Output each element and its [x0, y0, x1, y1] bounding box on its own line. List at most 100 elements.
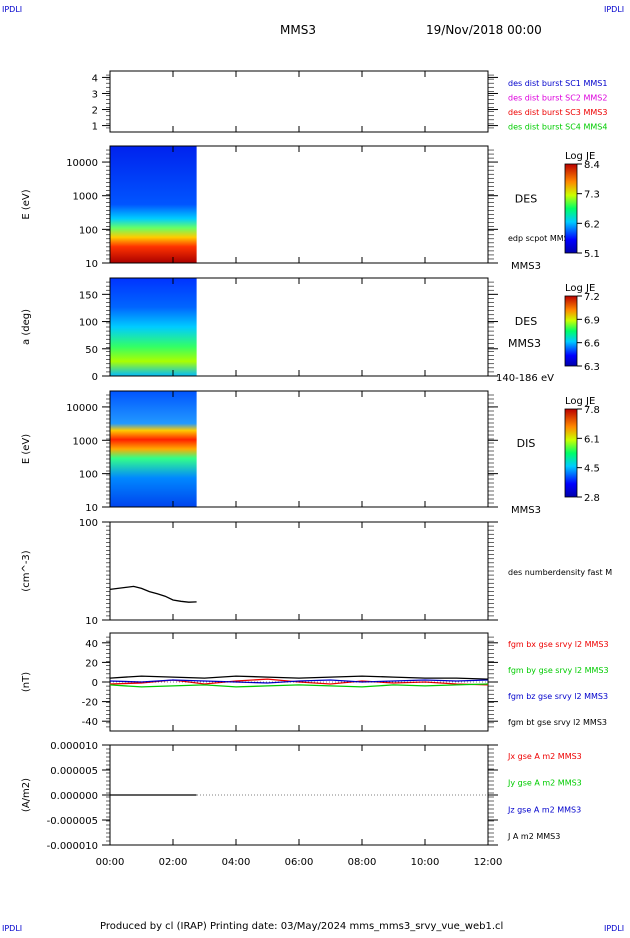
panel-des-energy: 10 100 1000 10000 E (eV) DES edp scpot MMS3 MMS… [21, 145, 600, 272]
corner-label-br: IPDLI [604, 924, 624, 933]
time-tick-label: 04:00 [222, 857, 251, 868]
legend-entry: des numberdensity fast M [508, 568, 612, 577]
legend-entry: J A m2 MMS3 [507, 832, 560, 841]
colorbar-swatch [564, 163, 578, 254]
y-tick-label: 3 [92, 89, 98, 100]
y-tick-label: 20 [85, 658, 98, 669]
plot-datetime: 19/Nov/2018 00:00 [426, 23, 542, 37]
colorbar-tick-label: 4.5 [584, 464, 600, 475]
colorbar-des-energy: Log JE8.4 7.3 6.2 5.1 [564, 151, 600, 260]
minor-ticks [106, 525, 494, 617]
legend-entry: des dist burst SC3 MMS3 [508, 108, 607, 117]
legend-entry: Jy gse A m2 MMS3 [507, 779, 582, 788]
time-tick-label: 00:00 [96, 857, 125, 868]
colorbar-tick-label: 6.2 [584, 219, 600, 230]
heatmap-des-energy [110, 146, 197, 263]
y-tick-label: 10000 [66, 403, 98, 414]
panel-footlabel: MMS3 [511, 261, 541, 272]
y-tick-label: -0.000010 [47, 841, 98, 852]
minor-ticks [106, 748, 494, 842]
panel-dis-energy: 10 100 1000 10000 E (eV) DIS MMS3 Log JE7.8 6.1 4… [21, 390, 600, 516]
colorbar-tick-label: 8.4 [584, 160, 600, 171]
minor-ticks [106, 149, 494, 260]
series-line-bfield [109, 683, 489, 688]
colorbar-tick-label: 6.9 [584, 315, 600, 326]
y-tick-label: 150 [79, 290, 98, 301]
instrument-label: DIS [517, 437, 536, 450]
y-tick-label: -20 [82, 698, 98, 709]
y-axis-label: a (deg) [21, 309, 32, 345]
y-tick-label: 100 [79, 318, 98, 329]
y-tick-label: 0 [92, 372, 98, 383]
y-tick-label: 1 [92, 122, 98, 133]
colorbar-title: Log JE [565, 151, 595, 162]
panel-des-pitch: 0 50 100 150 a (deg) DES MMS3 140-186 eV Log JE7… [21, 277, 600, 384]
colorbar-swatch [564, 295, 578, 367]
y-tick-label: 100 [79, 518, 98, 529]
panel-frame [109, 521, 489, 621]
legend-entry: des dist burst SC1 MMS1 [508, 79, 607, 88]
series-line-bfield [109, 679, 489, 684]
y-axis-label: (nT) [21, 672, 32, 692]
y-tick-label: 50 [85, 345, 98, 356]
colorbar-title: Log JE [565, 283, 595, 294]
y-axis-label: E (eV) [21, 434, 32, 464]
y-tick-label: 0.000010 [50, 741, 98, 752]
time-tick-label: 12:00 [474, 857, 503, 868]
panel-footlabel: 140-186 eV [496, 373, 554, 384]
time-tick-label: 06:00 [285, 857, 314, 868]
panel-sc-flag: 1 2 3 4 des dist burst SC1 MMS1 des dist burs… [92, 70, 607, 133]
colorbar-dis-energy: Log JE7.8 6.1 4.5 2.8 [564, 396, 600, 504]
time-tick-label: 10:00 [411, 857, 440, 868]
colorbar-title: Log JE [565, 396, 595, 407]
legend-entry: Jz gse A m2 MMS3 [507, 805, 581, 814]
y-tick-label: 40 [85, 639, 98, 650]
y-tick-label: 10000 [66, 158, 98, 169]
y-axis-label: E (eV) [21, 189, 32, 219]
colorbar-tick-label: 7.8 [584, 405, 600, 416]
colorbar-tick-label: 7.3 [584, 190, 600, 201]
legend-entry: Jx gse A m2 MMS3 [507, 752, 582, 761]
minor-ticks [106, 636, 494, 728]
legend-entry: des dist burst SC4 MMS4 [508, 123, 607, 132]
legend-entry: fgm bx gse srvy l2 MMS3 [508, 640, 609, 649]
panel-frame [109, 70, 489, 133]
colorbar-tick-label: 6.1 [584, 434, 600, 445]
y-tick-label: 10 [85, 259, 98, 270]
y-tick-label: 4 [92, 73, 98, 84]
y-axis-label: (A/m2) [21, 778, 32, 812]
legend-entry: fgm bt gse srvy l2 MMS3 [508, 718, 607, 727]
minor-ticks [106, 74, 494, 129]
legend-entry: des dist burst SC2 MMS2 [508, 94, 607, 103]
legend-entry: fgm bz gse srvy l2 MMS3 [508, 692, 608, 701]
panel-current: -0.000010 -0.000005 0.000000 0.000005 0.0000… [21, 741, 582, 852]
colorbar-tick-label: 6.3 [584, 362, 600, 373]
y-tick-label: -0.000005 [47, 816, 98, 827]
colorbar-tick-label: 2.8 [584, 493, 600, 504]
panel-bfield: -40 -20 0 20 40 (nT) fgm bx gse srvy l2 MMS3 fg… [21, 632, 609, 732]
y-axis-label: (cm^-3) [21, 550, 32, 591]
colorbar-tick-label: 5.1 [584, 249, 600, 260]
colorbar-tick-label: 7.2 [584, 292, 600, 303]
panel-sublabel: edp scpot MMS3 [508, 234, 574, 243]
corner-label-bl: IPDLI [2, 924, 22, 933]
y-tick-label: -40 [82, 717, 98, 728]
y-tick-label: 1000 [73, 436, 98, 447]
corner-label-tl: IPDLI [2, 5, 22, 14]
y-tick-label: 0 [92, 678, 98, 689]
panel-sublabel: MMS3 [508, 337, 541, 350]
y-tick-label: 100 [79, 225, 98, 236]
colorbar-tick-label: 6.6 [584, 339, 600, 350]
y-tick-label: 10 [85, 616, 98, 627]
panel-density: 10 100 (cm^-3) des numberdensity fast M [21, 518, 612, 627]
colorbar-des-pitch: Log JE7.2 6.9 6.6 6.3 [564, 283, 600, 373]
instrument-label: DES [515, 193, 537, 206]
y-tick-label: 0.000005 [50, 766, 98, 777]
y-tick-label: 2 [92, 106, 98, 117]
legend-entry: fgm by gse srvy l2 MMS3 [508, 666, 609, 675]
footer-credits: Produced by cl (IRAP) Printing date: 03/… [100, 921, 503, 932]
heatmap-des-pitch [110, 278, 197, 376]
colorbar-swatch [564, 408, 578, 498]
series-line-density [109, 585, 197, 603]
